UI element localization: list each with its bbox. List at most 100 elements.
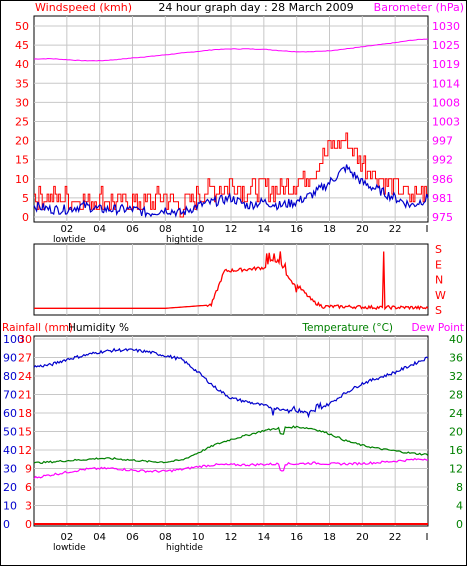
hightide-label: hightide xyxy=(166,235,203,245)
temperature-tick-label: 32 xyxy=(449,370,463,383)
temperature-line xyxy=(33,425,429,465)
x-tick-label: 22 xyxy=(389,224,402,235)
rainfall-tick-label: 0 xyxy=(25,518,32,531)
humidity-tick-label: 30 xyxy=(3,463,17,476)
x-tick-label: 10 xyxy=(192,224,205,235)
temperature-tick-label: 40 xyxy=(449,333,463,346)
x-tick-label: 02 xyxy=(60,532,73,543)
windspeed-tick-label: 30 xyxy=(15,96,29,109)
x-tick-label: 12 xyxy=(225,224,238,235)
humidity-tick-label: 50 xyxy=(3,426,17,439)
x-tick-label: 18 xyxy=(323,224,336,235)
barometer-tick-label: 997 xyxy=(432,135,453,148)
rainfall-tick-label: 21 xyxy=(18,389,32,402)
direction-tick-label: W xyxy=(435,289,446,302)
humidity-line xyxy=(33,347,429,419)
windspeed-tick-label: 50 xyxy=(15,20,29,33)
barometer-tick-label: 1014 xyxy=(432,77,460,90)
x-tick-label: 06 xyxy=(126,532,139,543)
barometer-tick-label: 1030 xyxy=(432,20,460,33)
humidity-tick-label: 40 xyxy=(3,444,17,457)
rainfall-tick-label: 6 xyxy=(25,481,32,494)
temperature-tick-label: 28 xyxy=(449,389,463,402)
x-tick-label: 18 xyxy=(323,532,336,543)
x-tick-label: 20 xyxy=(356,224,369,235)
x-tick-label: 10 xyxy=(192,532,205,543)
windspeed-tick-label: 35 xyxy=(15,77,29,90)
rainfall-tick-label: 18 xyxy=(18,407,32,420)
dewpoint-line xyxy=(33,457,429,479)
barometer-tick-label: 1003 xyxy=(432,116,460,129)
barometer-axis-label: Barometer (hPa) xyxy=(374,1,464,14)
barometer-tick-label: 1008 xyxy=(432,96,460,109)
chart-title: 24 hour graph day : 28 March 2009 xyxy=(158,1,353,14)
windspeed-tick-label: 20 xyxy=(15,135,29,148)
wind-average-line xyxy=(33,164,429,219)
rainfall-tick-label: 9 xyxy=(25,463,32,476)
temperature-tick-label: 24 xyxy=(449,407,463,420)
temperature-tick-label: 12 xyxy=(449,463,463,476)
lowtide-label: lowtide xyxy=(53,235,86,245)
windspeed-tick-label: 40 xyxy=(15,58,29,71)
x-tick-label: 20 xyxy=(356,532,369,543)
rainfall-tick-label: 12 xyxy=(18,444,32,457)
rainfall-tick-label: 24 xyxy=(18,370,32,383)
x-tick-label: 02 xyxy=(60,224,73,235)
rainfall-tick-label: 27 xyxy=(18,352,32,365)
humidity-tick-label: 10 xyxy=(3,500,17,513)
humidity-tick-label: 0 xyxy=(3,518,10,531)
x-tick-label: 12 xyxy=(225,532,238,543)
windspeed-axis-label: Windspeed (kmh) xyxy=(35,1,132,14)
windspeed-tick-label: 0 xyxy=(22,211,29,224)
rainfall-tick-label: 15 xyxy=(18,426,32,439)
wind-direction-line xyxy=(34,251,429,311)
direction-tick-label: S xyxy=(435,304,442,317)
humidity-tick-label: 60 xyxy=(3,407,17,420)
temperature-tick-label: 36 xyxy=(449,352,463,365)
humidity-tick-label: 20 xyxy=(3,481,17,494)
barometer-tick-label: 981 xyxy=(432,192,453,205)
barometer-tick-label: 1025 xyxy=(432,39,460,52)
x-tick-label: 14 xyxy=(257,532,270,543)
hightide-label: hightide xyxy=(166,543,203,553)
x-tick-label: 08 xyxy=(159,532,172,543)
rainfall-tick-label: 30 xyxy=(18,333,32,346)
x-tick-label: 14 xyxy=(257,224,270,235)
windspeed-tick-label: 10 xyxy=(15,173,29,186)
temperature-tick-label: 4 xyxy=(456,500,463,513)
x-tick-label: 22 xyxy=(389,532,402,543)
windspeed-tick-label: 45 xyxy=(15,39,29,52)
rainfall-tick-label: 3 xyxy=(25,500,32,513)
rainfall-axis-label: Rainfall (mm) xyxy=(2,322,73,334)
humidity-axis-label: Humidity % xyxy=(68,322,129,334)
lowtide-label: lowtide xyxy=(53,543,86,553)
temperature-tick-label: 16 xyxy=(449,444,463,457)
windspeed-tick-label: 15 xyxy=(15,154,29,167)
temperature-tick-label: 20 xyxy=(449,426,463,439)
temperature-tick-label: 0 xyxy=(456,518,463,531)
humidity-tick-label: 100 xyxy=(3,333,24,346)
dewpoint-axis-label: Dew Point xyxy=(411,322,464,334)
barometer-tick-label: 1019 xyxy=(432,58,460,71)
temperature-axis-label: Temperature (°C) xyxy=(301,322,393,334)
barometer-tick-label: 986 xyxy=(432,173,453,186)
windspeed-tick-label: 25 xyxy=(15,116,29,129)
barometer-tick-label: 975 xyxy=(432,211,453,224)
barometer-line xyxy=(33,38,429,62)
direction-tick-label: E xyxy=(435,258,442,271)
x-tick-label: 16 xyxy=(290,532,303,543)
humidity-tick-label: 80 xyxy=(3,370,17,383)
x-tick-label: 06 xyxy=(126,224,139,235)
x-tick-label: 08 xyxy=(159,224,172,235)
x-tick-label: 04 xyxy=(93,532,106,543)
x-tick-label: 16 xyxy=(290,224,303,235)
temperature-tick-label: 8 xyxy=(456,481,463,494)
direction-tick-label: S xyxy=(435,243,442,256)
direction-tick-label: N xyxy=(435,274,443,287)
barometer-tick-label: 992 xyxy=(432,154,453,167)
x-tick-label: 04 xyxy=(93,224,106,235)
humidity-tick-label: 90 xyxy=(3,352,17,365)
